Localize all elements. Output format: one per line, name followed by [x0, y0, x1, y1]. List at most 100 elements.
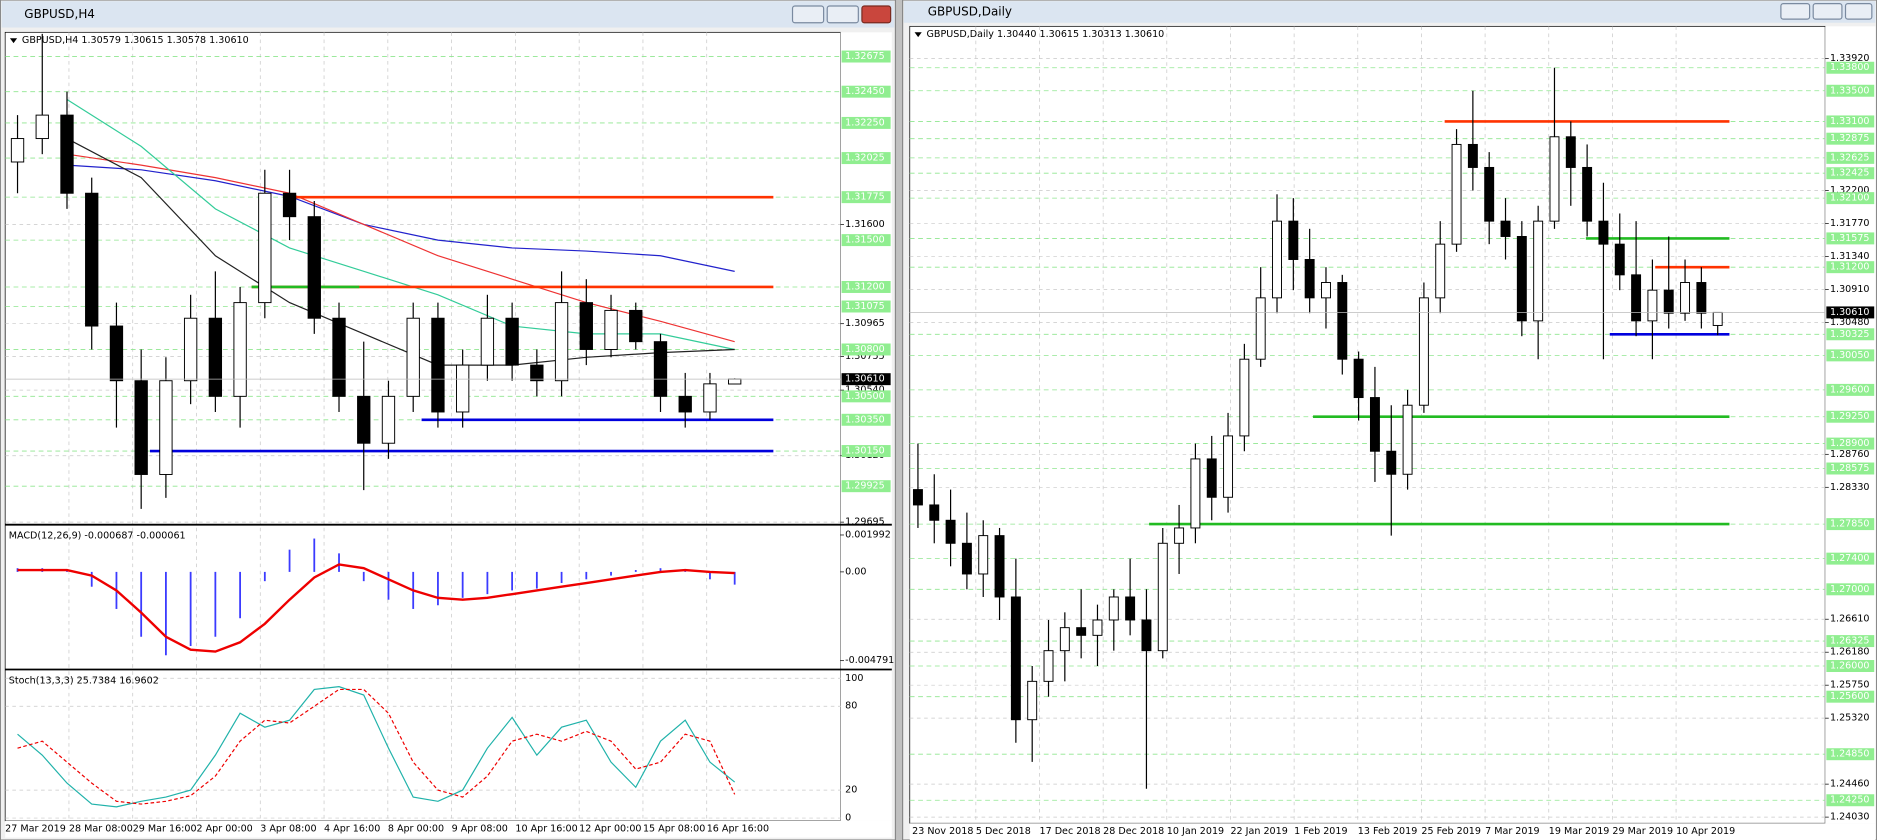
candle-body — [1321, 282, 1331, 299]
time-label: 10 Apr 2019 — [1676, 826, 1735, 837]
price-label: 1.31340 — [1830, 251, 1870, 262]
level-tag — [1826, 261, 1875, 274]
price-label: 1.30540 — [845, 385, 885, 396]
candle-body — [579, 302, 593, 350]
time-label: 22 Jan 2019 — [1230, 826, 1287, 837]
current-price-label: 1.30610 — [1830, 307, 1870, 318]
time-label: 3 Apr 08:00 — [260, 824, 316, 835]
candle-body — [653, 341, 668, 397]
info-arrow — [914, 32, 922, 38]
chart-area — [909, 25, 1826, 824]
candle-body — [703, 383, 717, 413]
level-tag — [841, 390, 891, 403]
stoch-axis-label: 20 — [845, 785, 857, 796]
level-label: 1.30800 — [845, 344, 885, 355]
window-title: GBPUSD,H4 — [24, 7, 95, 21]
candle-body — [455, 364, 470, 413]
candle-body — [1092, 619, 1103, 636]
candle-body — [1108, 596, 1119, 621]
price-label: 1.26610 — [1830, 614, 1870, 625]
level-label: 1.28575 — [1830, 463, 1870, 474]
candle-body — [1223, 435, 1234, 498]
current-price-tag — [841, 373, 891, 386]
level-label: 1.32250 — [845, 117, 885, 128]
time-label: 1 Feb 2019 — [1294, 826, 1347, 837]
candle-body — [282, 192, 297, 218]
level-label: 1.24850 — [1830, 749, 1870, 760]
symbol-info: GBPUSD,Daily 1.30440 1.30615 1.30313 1.3… — [927, 29, 1165, 40]
level-tag — [1826, 232, 1875, 245]
level-tag — [841, 152, 891, 165]
candle-body — [1337, 282, 1348, 360]
level-tag — [841, 50, 891, 63]
candle-body — [1696, 282, 1707, 314]
time-axis — [5, 820, 892, 838]
minimize-button[interactable] — [791, 5, 825, 24]
level-label: 1.32025 — [845, 153, 885, 164]
macd-axis-label: 0.00 — [845, 566, 866, 577]
level-tag — [1826, 748, 1875, 761]
candle-body — [1680, 282, 1691, 314]
candle-body — [35, 114, 49, 140]
level-tag — [1826, 383, 1875, 396]
price-label: 1.30480 — [1830, 317, 1870, 328]
level-label: 1.31575 — [1830, 233, 1870, 244]
level-tag — [1826, 328, 1875, 341]
time-label: 17 Dec 2018 — [1039, 826, 1100, 837]
candle-body — [978, 535, 989, 575]
candle-body — [1386, 450, 1397, 475]
current-price-tag — [1826, 306, 1875, 319]
moving-average — [66, 98, 735, 351]
time-label: 29 Mar 16:00 — [133, 824, 197, 835]
candle-body — [1484, 166, 1495, 222]
price-label: 1.28760 — [1830, 449, 1870, 460]
macd-axis-label: 0.001992 — [845, 529, 891, 540]
candle-body — [1418, 297, 1429, 406]
candle-body — [1043, 650, 1054, 682]
candle-body — [629, 309, 643, 343]
candle-body — [945, 519, 956, 544]
macd-label: MACD(12,26,9) -0.000687 -0.000061 — [9, 531, 186, 542]
macd-axis-label: -0.004791 — [845, 655, 894, 666]
level-label: 1.27400 — [1830, 553, 1870, 564]
candle-body — [1190, 458, 1201, 529]
level-label: 1.27850 — [1830, 519, 1870, 530]
price-label: 1.25320 — [1830, 713, 1870, 724]
info-arrow — [9, 38, 18, 44]
chart-area — [4, 31, 841, 822]
level-label: 1.31200 — [845, 281, 885, 292]
level-label: 1.31075 — [845, 301, 885, 312]
stoch-axis-label: 0 — [845, 813, 851, 824]
candle-body — [1076, 627, 1087, 636]
level-label: 1.29600 — [1830, 384, 1870, 395]
price-label: 1.30910 — [1830, 284, 1870, 295]
level-tag — [1826, 84, 1875, 97]
close-button[interactable] — [1844, 2, 1873, 20]
candle-body — [1255, 297, 1266, 360]
maximize-button[interactable] — [826, 5, 859, 24]
candle-body — [10, 138, 25, 163]
price-label: 1.31600 — [845, 219, 885, 230]
moving-average — [66, 138, 735, 366]
candle-body — [1239, 358, 1250, 437]
level-label: 1.31500 — [845, 235, 885, 246]
moving-average — [66, 164, 735, 272]
time-label: 27 Mar 2019 — [5, 824, 66, 835]
price-label: 1.24030 — [1830, 812, 1870, 823]
time-label: 28 Mar 08:00 — [69, 824, 133, 835]
time-label: 19 Mar 2019 — [1549, 826, 1610, 837]
maximize-button[interactable] — [1812, 2, 1843, 20]
level-tag — [841, 480, 891, 493]
candle-body — [1582, 166, 1593, 222]
level-tag — [1826, 437, 1875, 450]
level-tag — [841, 85, 891, 98]
candle-body — [505, 317, 519, 366]
candle-body — [604, 309, 618, 350]
close-button[interactable] — [861, 5, 892, 24]
candle-body — [60, 114, 74, 194]
level-tag — [841, 280, 891, 293]
minimize-button[interactable] — [1780, 2, 1811, 20]
candle-body — [307, 216, 321, 319]
time-label: 23 Nov 2018 — [912, 826, 973, 837]
candle-body — [357, 395, 371, 444]
